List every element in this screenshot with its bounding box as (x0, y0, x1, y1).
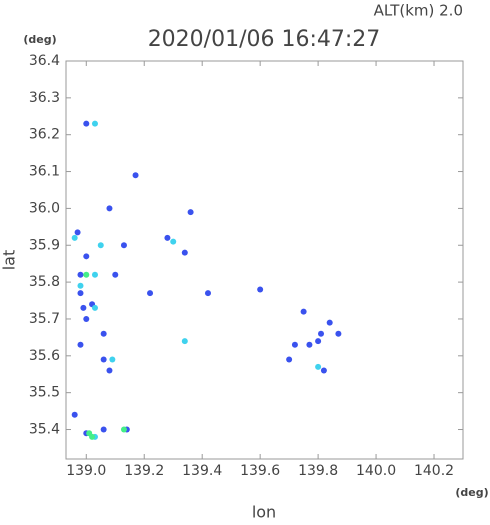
point (100, 356, 107, 363)
point (83, 253, 90, 260)
y-tick-label: 36.3 (29, 90, 60, 106)
y-tick-label: 35.4 (29, 422, 60, 438)
point (97, 242, 104, 249)
point (257, 286, 264, 293)
point (71, 234, 78, 241)
point (100, 330, 107, 337)
point (132, 172, 139, 179)
point (306, 341, 313, 348)
y-tick-label: 35.9 (29, 237, 60, 253)
point (300, 308, 307, 315)
alt-annotation: ALT(km) 2.0 (374, 2, 463, 20)
point (83, 271, 90, 278)
chart-title: 2020/01/06 16:47:27 (148, 27, 381, 52)
x-tick-label: 139.6 (240, 463, 280, 479)
x-unit: (deg) (455, 486, 488, 499)
point (112, 271, 119, 278)
point (80, 304, 87, 311)
point (120, 426, 127, 433)
x-tick-label: 140.2 (414, 463, 454, 479)
point (320, 367, 327, 374)
point (77, 290, 84, 297)
point (181, 338, 188, 345)
point (91, 120, 98, 127)
y-unit: (deg) (23, 33, 56, 46)
y-tick-label: 36.1 (29, 164, 60, 180)
point (315, 363, 322, 370)
point (77, 282, 84, 289)
x-axis-label: lon (252, 503, 276, 522)
point (77, 271, 84, 278)
point (91, 304, 98, 311)
x-tick-label: 139.2 (124, 463, 164, 479)
point (318, 330, 325, 337)
y-tick-label: 35.7 (29, 311, 60, 327)
point (187, 209, 194, 216)
plot-frame (65, 60, 464, 460)
point (106, 367, 113, 374)
point (286, 356, 293, 363)
y-axis-label: lat (0, 250, 19, 271)
point (326, 319, 333, 326)
point (74, 229, 81, 236)
point (100, 426, 107, 433)
point (181, 249, 188, 256)
y-tick-label: 35.8 (29, 274, 60, 290)
y-tick-label: 36.0 (29, 200, 60, 216)
point (147, 290, 154, 297)
x-tick-label: 140.0 (356, 463, 396, 479)
x-tick-label: 139.0 (66, 463, 106, 479)
point (83, 120, 90, 127)
x-tick-label: 139.8 (298, 463, 338, 479)
point (291, 341, 298, 348)
point (71, 411, 78, 418)
point (106, 205, 113, 212)
y-tick-label: 35.5 (29, 385, 60, 401)
point (170, 238, 177, 245)
point (120, 242, 127, 249)
y-tick-label: 36.4 (29, 53, 60, 69)
point (83, 315, 90, 322)
point (109, 356, 116, 363)
point (204, 290, 211, 297)
point (164, 234, 171, 241)
point (86, 430, 93, 437)
point (77, 341, 84, 348)
x-tick-label: 139.4 (182, 463, 222, 479)
y-tick-label: 36.2 (29, 127, 60, 143)
point (315, 338, 322, 345)
point (335, 330, 342, 337)
point (91, 271, 98, 278)
y-tick-label: 35.6 (29, 348, 60, 364)
